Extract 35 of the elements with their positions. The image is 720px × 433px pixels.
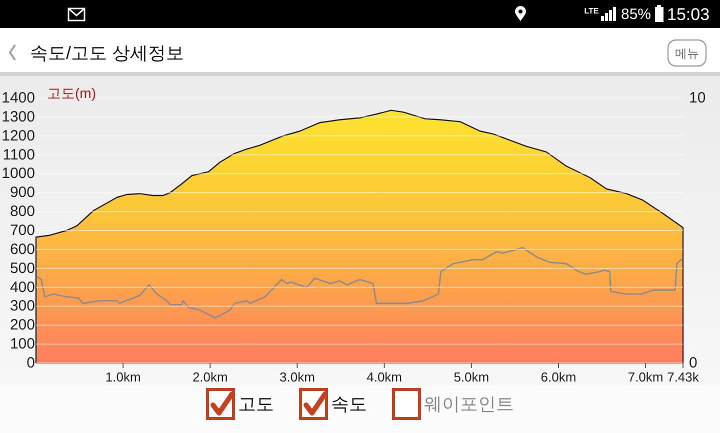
x-tick-label: 7.43k [667, 370, 700, 385]
text: 속도 [331, 394, 367, 414]
text: 메뉴 [675, 46, 699, 60]
x-tick-label: 4.0km [366, 370, 402, 385]
y-tick-label: 100 [10, 336, 35, 353]
y-tick-label: 1100 [2, 146, 35, 164]
line-series [37, 247, 682, 319]
text: 15:03 [667, 5, 710, 24]
x-tick-label: 2.0km [192, 370, 228, 385]
text: LTE [584, 6, 600, 16]
text: 웨이포인트 [424, 394, 514, 414]
x-tick-label: 3.0km [280, 370, 315, 385]
y-tick-label: 900 [10, 184, 35, 202]
text: 고도 [238, 394, 274, 414]
y-tick-label: 400 [10, 278, 35, 296]
text: 85% [621, 6, 652, 23]
y-tick-label: 300 [10, 298, 35, 315]
chart-title: 속도/고도 상세정보 [30, 43, 184, 63]
y-tick-label: 0 [26, 354, 35, 372]
y-tick-label: 1200 [2, 127, 35, 144]
x-tick-label: 7.0km [628, 370, 664, 385]
y-tick-label: 500 [10, 260, 35, 277]
y-tick-label: 1300 [2, 108, 35, 126]
x-tick-label: 6.0km [540, 370, 576, 385]
y2-tick-label: 10 [689, 90, 706, 106]
x-tick-label: 5.0km [454, 370, 490, 385]
y-axis-title: 고도(m) [47, 85, 96, 101]
y-tick-label: 1000 [2, 165, 35, 182]
y2-tick-label: 0 [689, 354, 698, 372]
x-tick-label: 1.0km [105, 370, 141, 385]
y-tick-label: 600 [10, 240, 35, 258]
y-tick-label: 700 [10, 222, 35, 239]
y-tick-label: 800 [10, 203, 35, 220]
y-tick-label: 200 [10, 316, 35, 334]
y-tick-label: 1400 [2, 90, 35, 106]
